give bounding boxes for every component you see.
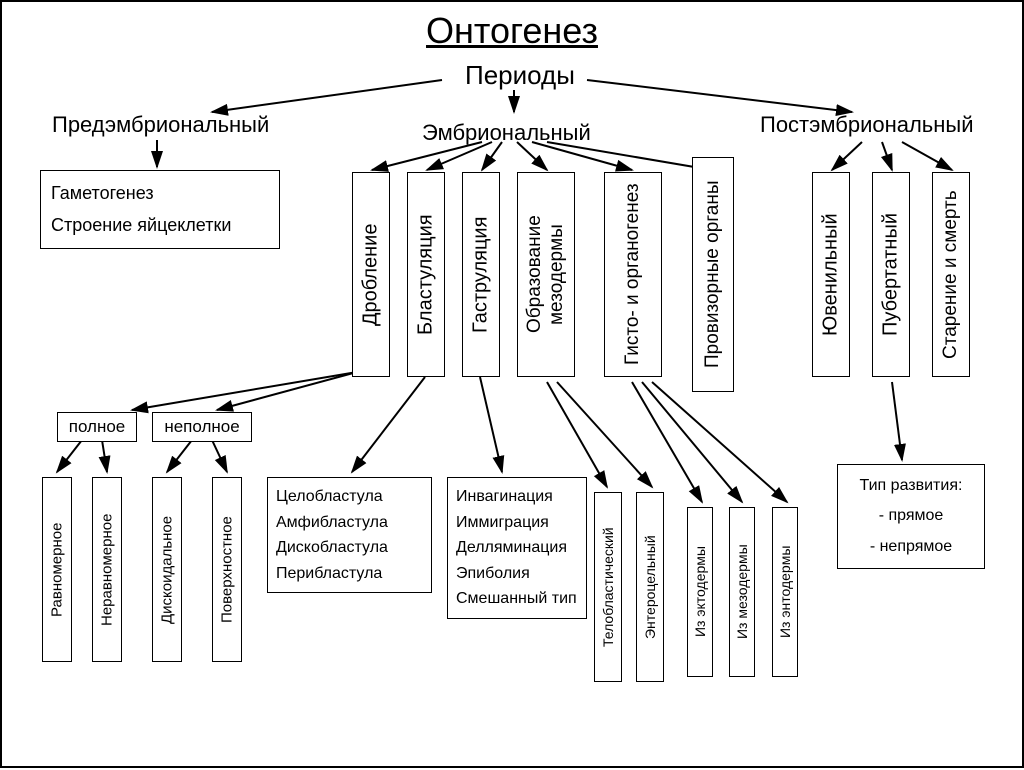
post-stage-1: Ювенильный [812,172,850,377]
emb-stage-2: Бластуляция [407,172,445,377]
full-type-1: Равномерное [42,477,72,662]
cleavage-full: полное [57,412,137,442]
histo-3: Из энтодермы [772,507,798,677]
blastula-list: Целобластула Амфибластула Дискобластула … [267,477,432,593]
emb-stage-6: Провизорные органы [692,157,734,392]
diagram-title: Онтогенез [426,10,598,52]
partial-type-1: Дискоидальное [152,477,182,662]
emb-stage-5: Гисто- и органогенез [604,172,662,377]
histo-1: Из эктодермы [687,507,713,677]
meso-type-1: Телобластический [594,492,622,682]
pre-box-line1: Гаметогенез [51,177,269,209]
emb-stage-1: Дробление [352,172,390,377]
period-emb: Эмбриональный [422,120,591,146]
pre-box: Гаметогенез Строение яйцеклетки [40,170,280,249]
post-stage-2: Пубертатный [872,172,910,377]
subtitle-periods: Периоды [465,60,575,91]
full-type-2: Неравномерное [92,477,122,662]
meso-type-2: Энтероцельный [636,492,664,682]
pre-box-line2: Строение яйцеклетки [51,209,269,241]
dev-type-box: Тип развития: - прямое - непрямое [837,464,985,569]
cleavage-partial: неполное [152,412,252,442]
emb-stage-3: Гаструляция [462,172,500,377]
post-stage-3: Старение и смерть [932,172,970,377]
gastrula-list: Инвагинация Иммиграция Делляминация Эпиб… [447,477,587,619]
emb-stage-4: Образование мезодермы [517,172,575,377]
partial-type-2: Поверхностное [212,477,242,662]
period-pre: Предэмбриональный [52,112,269,138]
histo-2: Из мезодермы [729,507,755,677]
period-post: Постэмбриональный [760,112,974,138]
